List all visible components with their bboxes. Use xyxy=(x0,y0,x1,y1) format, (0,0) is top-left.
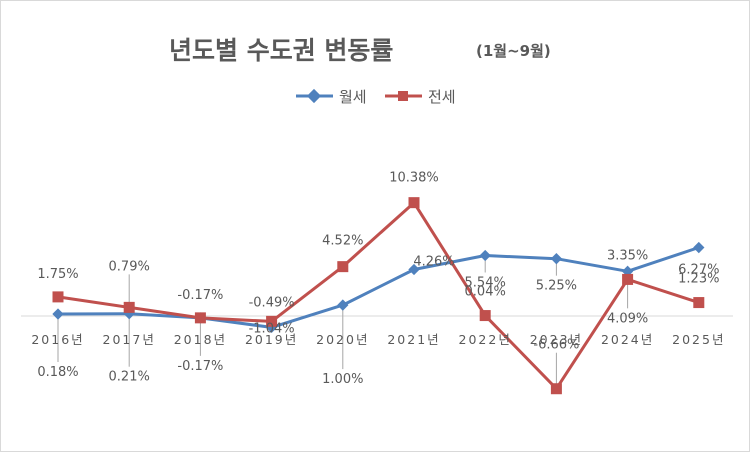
series-wolse-line xyxy=(57,246,700,329)
data-labels: 0.18% 0.21% -0.17% -1.04% 1.00% 4.26% 5.54% 5.2… xyxy=(37,171,719,387)
wolse-data-label: 5.54% xyxy=(465,276,506,291)
wolse-data-label: 0.18% xyxy=(37,365,78,380)
wolse-data-label: 5.25% xyxy=(536,279,577,294)
jeonse-data-label: 4.52% xyxy=(322,234,363,249)
x-tick-label: 2016년 xyxy=(31,332,84,347)
x-tick-label: 2019년 xyxy=(245,332,298,347)
jeonse-point xyxy=(52,291,64,303)
jeonse-point xyxy=(123,301,135,313)
jeonse-data-label: 0.04% xyxy=(465,285,506,300)
series-markers xyxy=(52,197,705,395)
wolse-point xyxy=(479,249,491,262)
x-tick-label: 2017년 xyxy=(103,332,156,347)
x-tick-labels: 2016년 2017년 2018년 2019년 2020년 2021년 2022년 2023년… xyxy=(31,332,725,347)
chart-title: 년도별 수도권 변동률 xyxy=(169,36,393,65)
series-jeonse-line xyxy=(57,201,700,391)
jeonse-point xyxy=(622,273,634,285)
wolse-point xyxy=(52,308,64,320)
jeonse-point xyxy=(550,383,562,395)
wolse-data-label: 0.21% xyxy=(109,370,150,385)
series-lines xyxy=(57,201,700,391)
x-tick-label: 2022년 xyxy=(459,332,512,347)
x-tick-label: 2025년 xyxy=(672,332,725,347)
jeonse-point xyxy=(337,261,349,273)
jeonse-point xyxy=(266,315,278,327)
jeonse-data-label: -6.66% xyxy=(533,338,579,353)
jeonse-point xyxy=(479,310,491,322)
legend-wolse-marker xyxy=(306,88,322,104)
x-tick-label: 2023년 xyxy=(530,332,583,347)
jeonse-data-label: -0.49% xyxy=(249,295,295,310)
wolse-data-label: 4.09% xyxy=(607,311,648,326)
wolse-data-label: -1.04% xyxy=(249,321,295,336)
wolse-point xyxy=(693,241,705,254)
jeonse-data-label: 1.23% xyxy=(678,272,719,287)
wolse-data-label: 4.26% xyxy=(413,254,454,269)
wolse-data-label: 6.27% xyxy=(678,263,719,278)
x-tick-label: 2020년 xyxy=(316,332,369,347)
x-tick-label: 2018년 xyxy=(174,332,227,347)
jeonse-point xyxy=(408,197,420,209)
wolse-data-label: 1.00% xyxy=(322,372,363,387)
jeonse-point xyxy=(693,297,705,309)
jeonse-data-label: 1.75% xyxy=(37,267,78,282)
jeonse-data-label: 10.38% xyxy=(389,171,439,186)
legend-jeonse-marker xyxy=(398,91,408,101)
chart-subtitle: (1월~9월) xyxy=(476,42,551,60)
jeonse-data-label: 0.79% xyxy=(109,259,150,274)
wolse-data-label: -0.17% xyxy=(177,359,223,374)
jeonse-data-label: 3.35% xyxy=(607,248,648,263)
legend: 월세 전세 xyxy=(296,88,456,106)
wolse-point xyxy=(337,299,349,311)
legend-wolse-label: 월세 xyxy=(339,88,367,106)
x-tick-label: 2024년 xyxy=(601,332,654,347)
legend-jeonse-label: 전세 xyxy=(428,88,456,106)
jeonse-data-label: -0.17% xyxy=(177,288,223,303)
jeonse-point xyxy=(194,312,206,324)
wolse-point xyxy=(550,253,563,265)
x-tick-label: 2021년 xyxy=(387,332,440,347)
wolse-point xyxy=(408,263,420,276)
